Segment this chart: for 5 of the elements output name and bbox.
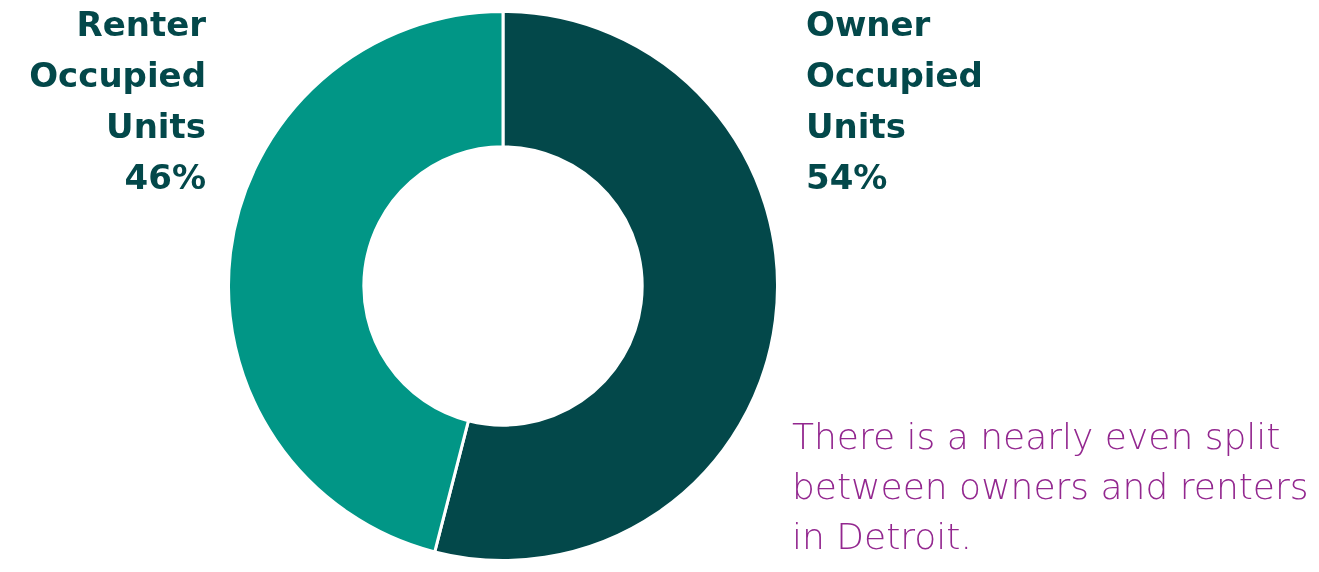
slice-label: Renter Occupied Units	[29, 3, 207, 146]
data-label: 46%	[124, 156, 206, 197]
data-label: 54%	[806, 156, 888, 197]
text: There is a nearly even split between owners and renters in Detroit.	[792, 415, 1310, 559]
slice-label: Owner Occupied Units	[806, 3, 983, 146]
